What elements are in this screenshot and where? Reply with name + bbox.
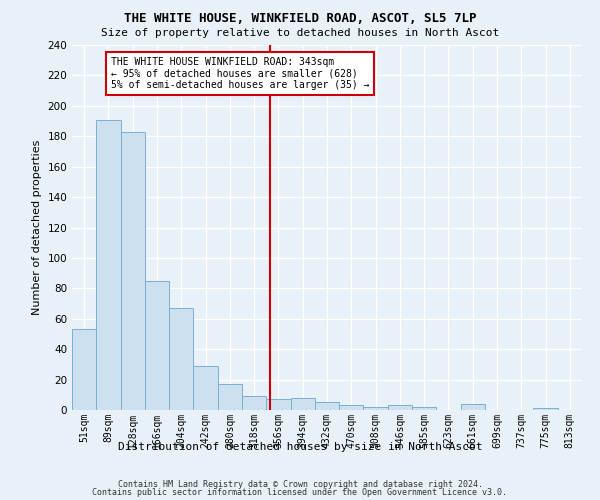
Bar [315, 402, 339, 410]
Bar [533, 408, 558, 410]
Bar [339, 406, 364, 410]
Bar [461, 404, 485, 410]
Bar [96, 120, 121, 410]
Bar [193, 366, 218, 410]
Text: THE WHITE HOUSE WINKFIELD ROAD: 343sqm
← 95% of detached houses are smaller (628: THE WHITE HOUSE WINKFIELD ROAD: 343sqm ←… [111, 57, 370, 90]
Bar [242, 396, 266, 410]
Text: Distribution of detached houses by size in North Ascot: Distribution of detached houses by size … [118, 442, 482, 452]
Text: Contains HM Land Registry data © Crown copyright and database right 2024.: Contains HM Land Registry data © Crown c… [118, 480, 482, 489]
Bar [218, 384, 242, 410]
Bar [266, 400, 290, 410]
Bar [388, 406, 412, 410]
Bar [290, 398, 315, 410]
Text: Contains public sector information licensed under the Open Government Licence v3: Contains public sector information licen… [92, 488, 508, 497]
Bar [412, 407, 436, 410]
Y-axis label: Number of detached properties: Number of detached properties [32, 140, 42, 315]
Bar [72, 330, 96, 410]
Text: THE WHITE HOUSE, WINKFIELD ROAD, ASCOT, SL5 7LP: THE WHITE HOUSE, WINKFIELD ROAD, ASCOT, … [124, 12, 476, 26]
Bar [169, 308, 193, 410]
Bar [145, 280, 169, 410]
Text: Size of property relative to detached houses in North Ascot: Size of property relative to detached ho… [101, 28, 499, 38]
Bar [364, 407, 388, 410]
Bar [121, 132, 145, 410]
